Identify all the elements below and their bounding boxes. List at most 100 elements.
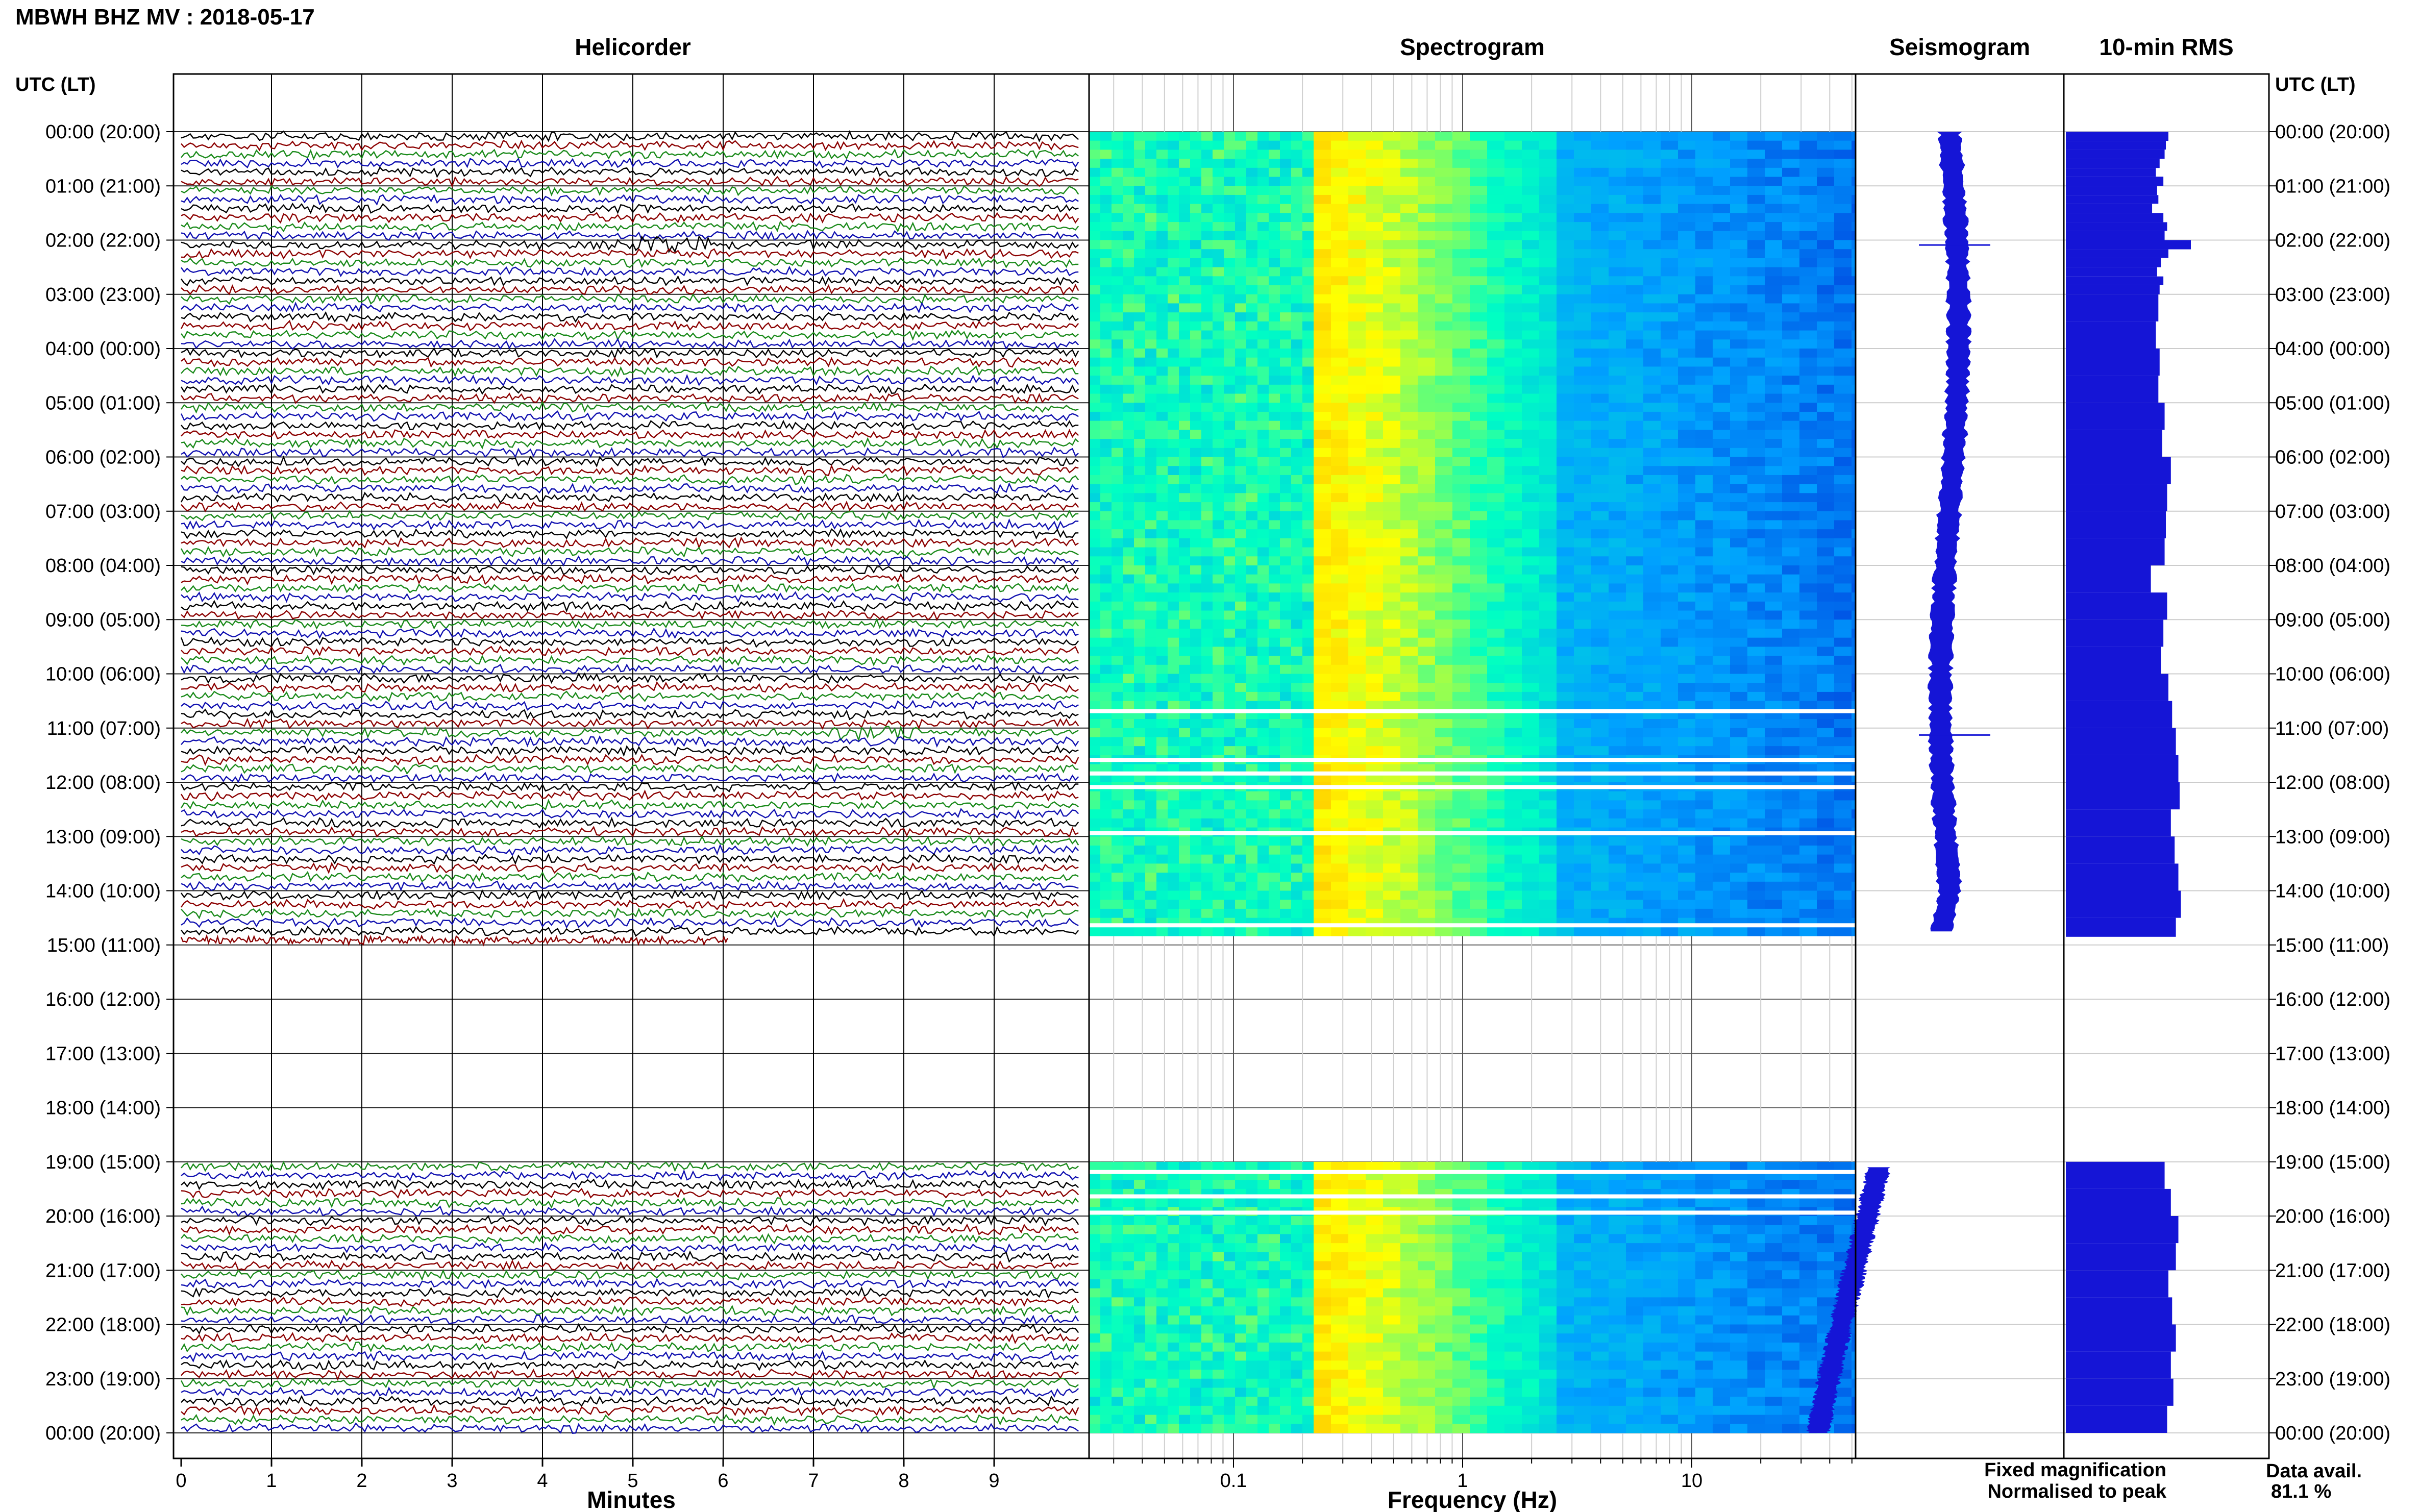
spectrogram-cell (1852, 502, 1856, 512)
spectrogram-cell (1366, 258, 1384, 268)
spectrogram-cell (1817, 800, 1835, 810)
spectrogram-cell (1400, 791, 1418, 801)
spectrogram-cell (1213, 900, 1224, 909)
spectrogram-cell (1213, 619, 1224, 629)
spectrogram-cell (1557, 411, 1574, 422)
spectrogram-cell (1452, 818, 1470, 828)
spectrogram-cell (1383, 836, 1401, 846)
spectrogram-cell (1799, 204, 1817, 213)
spectrogram-cell (1224, 908, 1236, 919)
spectrogram-cell (1400, 592, 1418, 602)
spectrogram-cell (1591, 303, 1609, 313)
spectrogram-cell (1834, 267, 1852, 277)
spectrogram-cell (1626, 845, 1644, 855)
spectrogram-cell (1418, 430, 1436, 439)
spectrogram-cell (1418, 312, 1436, 322)
spectrogram-cell (1112, 258, 1123, 268)
spectrogram-cell (1145, 448, 1157, 457)
spectrogram-cell (1591, 773, 1609, 783)
spectrogram-cell (1190, 791, 1202, 801)
spectrogram-cell (1435, 448, 1453, 457)
spectrogram-cell (1470, 439, 1488, 449)
spectrogram-cell (1591, 420, 1609, 430)
spectrogram-cell (1100, 737, 1112, 747)
spectrogram-cell (1765, 520, 1783, 530)
spectrogram-cell (1100, 873, 1112, 882)
spectrogram-cell (1156, 376, 1168, 385)
spectrogram-cell (1435, 601, 1453, 611)
spectrogram-cell (1799, 664, 1817, 674)
spectrogram-cell (1366, 194, 1384, 205)
spectrogram-cell (1834, 276, 1852, 286)
spectrogram-cell (1123, 258, 1134, 268)
spectrogram-cell (1179, 140, 1191, 150)
spectrogram-cell (1280, 376, 1292, 385)
spectrogram-cell (1366, 565, 1384, 575)
spectrogram-cell (1291, 321, 1303, 331)
spectrogram-cell (1643, 764, 1661, 774)
spectrogram-cell (1539, 691, 1557, 702)
spectrogram-cell (1661, 186, 1679, 195)
spectrogram-cell (1418, 809, 1436, 819)
spectrogram-cell (1470, 881, 1488, 891)
spectrogram-cell (1246, 167, 1258, 178)
spectrogram-cell (1156, 773, 1168, 783)
spectrogram-cell (1383, 809, 1401, 819)
spectrogram-cell (1435, 927, 1453, 936)
spectrogram-cell (1713, 1180, 1731, 1189)
spectrogram-cell (1145, 366, 1157, 376)
spectrogram-cell (1765, 194, 1783, 205)
spectrogram-cell (1246, 357, 1258, 367)
spectrogram-cell (1314, 719, 1331, 729)
spectrogram-cell (1661, 674, 1679, 683)
spectrogram-cell (1609, 376, 1626, 385)
spectrogram-cell (1643, 420, 1661, 430)
spectrogram-cell (1609, 366, 1626, 376)
spectrogram-cell (1834, 231, 1852, 240)
spectrogram-cell (1269, 222, 1280, 232)
spectrogram-cell (1302, 493, 1314, 503)
spectrogram-cell (1817, 674, 1835, 683)
spectrogram-cell (1235, 791, 1247, 801)
spectrogram-cell (1695, 845, 1713, 855)
spectrogram-cell (1168, 140, 1179, 150)
spectrogram-cell (1257, 159, 1269, 168)
spectrogram-cell (1470, 511, 1488, 520)
spectrogram-cell (1557, 890, 1574, 900)
spectrogram-cell (1817, 384, 1835, 394)
spectrogram-cell (1782, 240, 1800, 250)
spectrogram-cell (1626, 863, 1644, 873)
spectrogram-cell (1190, 231, 1202, 240)
spectrogram-cell (1145, 574, 1157, 584)
spectrogram-cell (1224, 222, 1236, 232)
spectrogram-cell (1487, 448, 1505, 457)
spectrogram-cell (1291, 1180, 1303, 1189)
spectrogram-cell (1168, 592, 1179, 602)
spectrogram-cell (1145, 656, 1157, 665)
spectrogram-cell (1145, 493, 1157, 503)
spectrogram-cell (1747, 403, 1765, 412)
spectrogram-cell (1695, 339, 1713, 349)
spectrogram-cell (1626, 664, 1644, 674)
spectrogram-cell (1331, 1180, 1349, 1189)
spectrogram-cell (1112, 321, 1123, 331)
spectrogram-cell (1418, 376, 1436, 385)
spectrogram-cell (1574, 610, 1592, 620)
spectrogram-cell (1302, 701, 1314, 710)
spectrogram-cell (1235, 529, 1247, 539)
spectrogram-cell (1269, 276, 1280, 286)
spectrogram-cell (1470, 493, 1488, 503)
spectrogram-cell (1366, 303, 1384, 313)
spectrogram-cell (1089, 873, 1101, 882)
spectrogram-cell (1661, 863, 1679, 873)
spectrogram-cell (1678, 376, 1696, 385)
spectrogram-cell (1235, 619, 1247, 629)
spectrogram-cell (1179, 150, 1191, 159)
spectrogram-cell (1539, 547, 1557, 557)
spectrogram-cell (1834, 357, 1852, 367)
spectrogram-cell (1366, 701, 1384, 710)
spectrogram-cell (1452, 890, 1470, 900)
spectrogram-cell (1348, 610, 1366, 620)
spectrogram-cell (1280, 701, 1292, 710)
spectrogram-cell (1145, 267, 1157, 277)
